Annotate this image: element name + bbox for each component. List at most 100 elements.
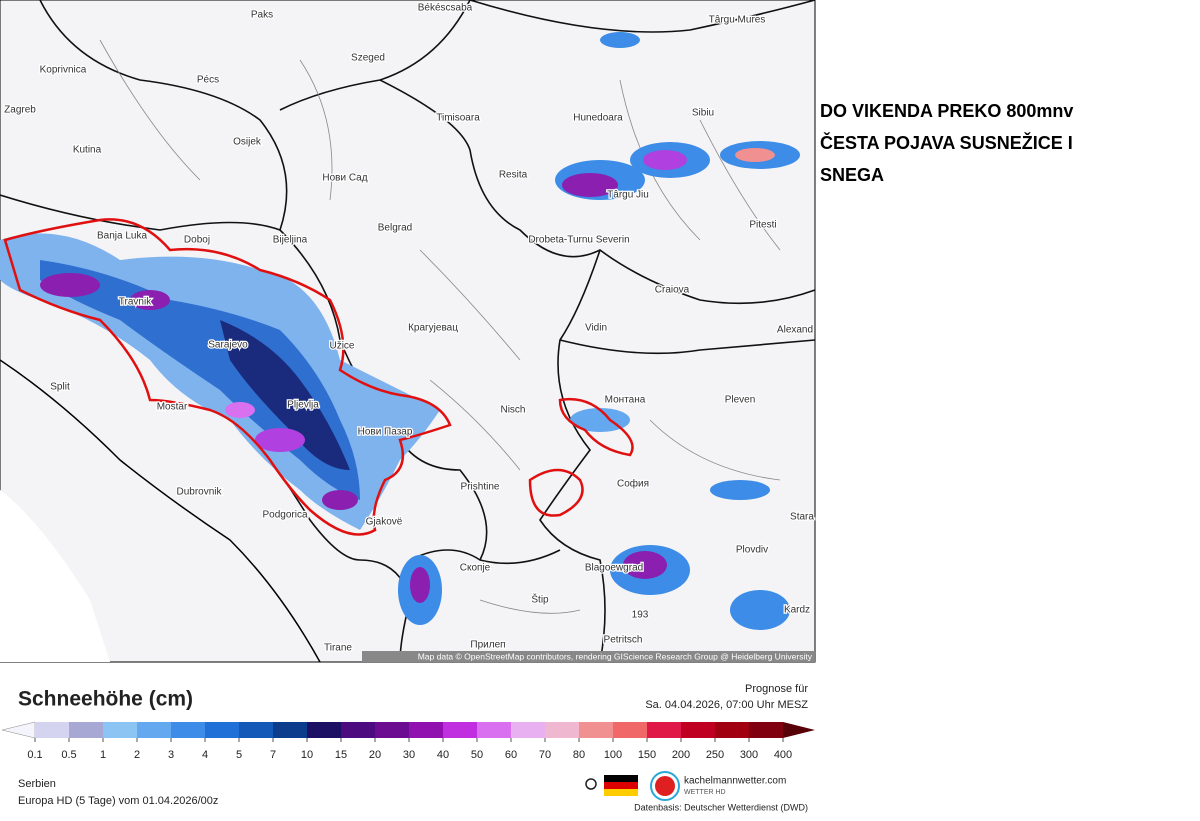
city-label: Prishtine bbox=[461, 482, 500, 493]
logos bbox=[585, 771, 680, 801]
model-run: Europa HD (5 Tage) vom 01.04.2026/00z bbox=[18, 795, 218, 807]
flag-band bbox=[604, 789, 638, 796]
snow bbox=[0, 32, 800, 630]
legend-label: 7 bbox=[270, 749, 276, 761]
city-label: Pleven bbox=[725, 395, 756, 406]
city-label: Doboj bbox=[184, 235, 210, 246]
legend-title: Schneehöhe (cm) bbox=[18, 688, 193, 711]
legend-label: 10 bbox=[301, 749, 313, 761]
city-label: Kardz bbox=[784, 605, 810, 616]
city-label: Petritsch bbox=[604, 635, 643, 646]
legend-swatch bbox=[749, 722, 783, 738]
city-label: Tirane bbox=[324, 643, 352, 654]
legend-label: 60 bbox=[505, 749, 517, 761]
annotation: DO VIKENDA PREKO 800mnv ČESTA POJAVA SUS… bbox=[820, 101, 1073, 185]
city-label: Banja Luka bbox=[97, 231, 147, 242]
city-label: Крагујевац bbox=[408, 323, 458, 334]
city-label: Скопје bbox=[460, 563, 491, 574]
city-label: Belgrad bbox=[378, 223, 412, 234]
legend-label: 0.1 bbox=[27, 749, 42, 761]
legend-swatch bbox=[715, 722, 749, 738]
legend-swatch bbox=[171, 722, 205, 738]
city-label: Resita bbox=[499, 170, 528, 181]
legend-swatch bbox=[35, 722, 69, 738]
legend-label: 300 bbox=[740, 749, 758, 761]
city-label: Нови Пазар bbox=[358, 427, 413, 438]
legend-swatch bbox=[511, 722, 545, 738]
city-label: Pitesti bbox=[749, 220, 776, 231]
city-label: Târgu Mures bbox=[709, 15, 766, 26]
city-label: Békéscsaba bbox=[418, 3, 473, 14]
flag-band bbox=[604, 775, 638, 782]
annotation-line: SNEGA bbox=[820, 165, 884, 185]
city-labels: Paks Békéscsaba Târgu Mures Koprivnica Pécs S… bbox=[3, 1, 816, 655]
legend-label: 1 bbox=[100, 749, 106, 761]
legend-swatch bbox=[545, 722, 579, 738]
city-label: Plovdiv bbox=[736, 545, 768, 556]
legend-label: 15 bbox=[335, 749, 347, 761]
legend-label: 30 bbox=[403, 749, 415, 761]
legend-label: 20 bbox=[369, 749, 381, 761]
annotation-line: DO VIKENDA PREKO 800mnv bbox=[820, 101, 1073, 121]
legend-swatch bbox=[341, 722, 375, 738]
city-label: Blagoewgrad bbox=[585, 563, 643, 574]
legend-swatch bbox=[103, 722, 137, 738]
attribution: Map data © OpenStreetMap contributors, r… bbox=[418, 651, 813, 661]
legend-swatch bbox=[205, 722, 239, 738]
region: Serbien bbox=[18, 778, 56, 790]
city-label: Pécs bbox=[197, 75, 219, 86]
city-label: Osijek bbox=[233, 137, 262, 148]
legend-arrow bbox=[783, 722, 815, 738]
city-label: Szeged bbox=[351, 53, 385, 64]
city-label: Mostar bbox=[157, 402, 188, 413]
annotation-line: ČESTA POJAVA SUSNEŽICE I bbox=[820, 132, 1073, 153]
legend-swatch bbox=[409, 722, 443, 738]
city-label: Koprivnica bbox=[40, 65, 87, 76]
city-label: Timisoara bbox=[436, 113, 480, 124]
legend-swatch bbox=[137, 722, 171, 738]
legend-arrow bbox=[1, 721, 36, 739]
city-label: София bbox=[617, 478, 649, 490]
city-label: Нови Сад bbox=[322, 173, 367, 184]
city-label: Paks bbox=[251, 10, 273, 21]
city-label: Монтана bbox=[605, 395, 646, 406]
city-label: Drobeta-Turnu Severin bbox=[528, 235, 629, 246]
legend-swatch bbox=[647, 722, 681, 738]
city-label: Split bbox=[50, 382, 70, 393]
legend-label: 200 bbox=[672, 749, 690, 761]
city-label: Travnik bbox=[119, 297, 152, 308]
legend-label: 80 bbox=[573, 749, 585, 761]
city-label: Târgu Jiu bbox=[607, 190, 649, 201]
sea bbox=[0, 490, 110, 662]
legend-label: 0.5 bbox=[61, 749, 76, 761]
highlight-outlines bbox=[3, 218, 634, 536]
city-label: Sarajevo bbox=[208, 340, 248, 351]
legend-label: 3 bbox=[168, 749, 174, 761]
k-logo-inner bbox=[655, 776, 675, 796]
legend-label: 70 bbox=[539, 749, 551, 761]
legend-label: 5 bbox=[236, 749, 242, 761]
legend-label: 50 bbox=[471, 749, 483, 761]
legend: 0.1 0.5 1 2 3 4 5 7 10 15 20 30 40 50 60 70 80 100 150 200 2… bbox=[1, 721, 815, 761]
city-label: Bijeljina bbox=[273, 235, 308, 246]
city-label: Прилеп bbox=[470, 640, 505, 651]
legend-swatch bbox=[443, 722, 477, 738]
map: Paks Békéscsaba Târgu Mures Koprivnica Pécs S… bbox=[0, 0, 816, 663]
city-label: 193 bbox=[632, 610, 649, 621]
legend-label: 2 bbox=[134, 749, 140, 761]
city-label: Štip bbox=[531, 593, 549, 606]
data-source: Datenbasis: Deutscher Wetterdienst (DWD) bbox=[634, 802, 808, 812]
city-label: Nisch bbox=[500, 405, 525, 416]
city-label: Hunedoara bbox=[573, 113, 623, 124]
city-label: Zagreb bbox=[4, 105, 36, 116]
legend-label: 150 bbox=[638, 749, 656, 761]
legend-label: 40 bbox=[437, 749, 449, 761]
city-label: Alexand bbox=[777, 325, 813, 336]
forecast-label: Prognose für bbox=[745, 683, 808, 695]
legend-swatch bbox=[375, 722, 409, 738]
legend-swatch bbox=[69, 722, 103, 738]
search-icon bbox=[585, 778, 597, 790]
city-label: Podgorica bbox=[262, 510, 307, 521]
coast bbox=[0, 359, 321, 663]
